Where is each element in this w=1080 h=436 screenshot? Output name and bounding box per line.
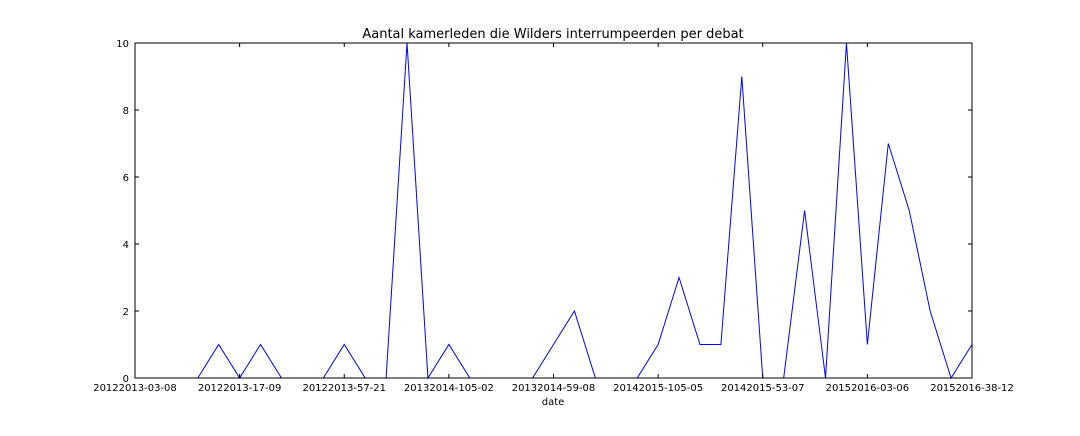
x-tick-label: 20152016-03-06: [826, 383, 910, 394]
plot-area: 0 2 4 6 8 10 20122013-03-08 20122013-17-09 20122…: [93, 39, 1014, 394]
plot-frame: [134, 42, 973, 379]
x-axis-label: date: [542, 397, 565, 408]
y-tick-label: 8: [123, 106, 129, 117]
x-tick-label: 20132014-59-08: [512, 383, 596, 394]
y-tick-label: 6: [123, 173, 129, 184]
y-tick-label: 10: [116, 39, 129, 50]
x-tick-label: 20122013-17-09: [198, 383, 282, 394]
x-tick-label: 20122013-03-08: [93, 383, 177, 394]
x-tick-label: 20142015-53-07: [721, 383, 805, 394]
x-tick-label: 20142015-105-05: [613, 383, 703, 394]
chart-title: Aantal kamerleden die Wilders interrumpe…: [362, 27, 743, 42]
x-tick-label: 20132014-105-02: [404, 383, 494, 394]
series-line-0: [135, 42, 973, 380]
x-tick-label: 20122013-57-21: [302, 383, 386, 394]
y-tick-label: 4: [123, 240, 129, 251]
y-tick-label: 0: [123, 374, 129, 385]
y-tick-label: 2: [123, 307, 129, 318]
x-tick-label: 20152016-38-12: [930, 383, 1014, 394]
